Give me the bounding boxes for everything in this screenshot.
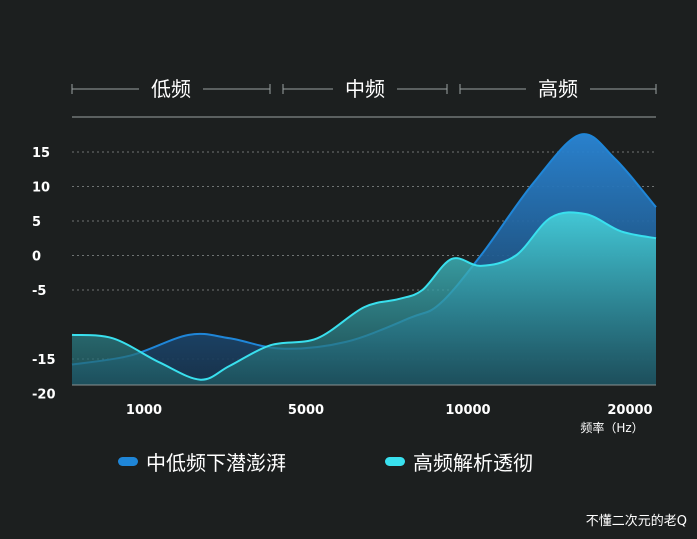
legend: 中低频下潜澎湃 高频解析透彻 [0,447,697,479]
legend-label-treble: 高频解析透彻 [413,451,533,475]
watermark: 不懂二次元的老Q [585,514,687,529]
x-tick-label: 1000 [126,403,162,418]
legend-swatch-treble [385,457,405,466]
x-tick-label: 10000 [445,403,490,418]
y-tick-label: -15 [32,353,56,368]
y-tick-label: 10 [32,181,50,196]
series-treble-area [72,212,656,385]
x-axis-title: 频率（Hz） [580,420,643,435]
y-tick-label: -20 [32,388,56,403]
band-label: 低频 [151,77,191,101]
legend-label-bass: 中低频下潜澎湃 [146,451,286,475]
legend-item-bass: 中低频下潜澎湃 [118,447,286,476]
band-label: 高频 [538,77,578,101]
y-tick-label: 15 [32,146,50,161]
series-areas [71,133,657,385]
y-tick-label: 5 [32,215,41,230]
band-label: 中频 [345,77,385,101]
series-treble-line [71,211,657,381]
legend-item-treble: 高频解析透彻 [385,447,533,476]
legend-swatch-bass [118,457,138,466]
y-tick-label: -5 [32,284,46,299]
x-tick-label: 5000 [288,403,324,418]
y-tick-label: 0 [32,250,41,265]
axes: 15 10 5 0 -5 -15 -20 1000 5000 10000 20000 频率（Hz） [32,146,656,435]
x-tick-label: 20000 [607,403,652,418]
frequency-bands: 低频 中频 高频 [71,77,657,101]
